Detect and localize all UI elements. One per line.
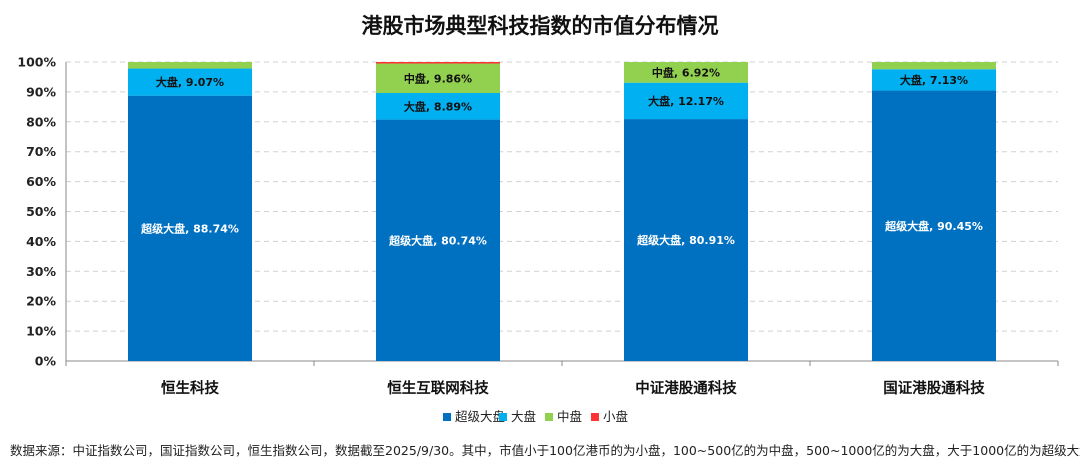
legend-label: 中盘 <box>557 409 582 424</box>
data-label: 中盘, 6.92% <box>652 65 720 79</box>
bar-segment <box>624 119 748 361</box>
bar-segment <box>376 93 500 120</box>
legend-swatch <box>591 413 599 421</box>
chart-title: 港股市场典型科技指数的市值分布情况 <box>361 14 719 38</box>
data-label: 大盘, 7.13% <box>900 73 968 87</box>
data-label: 大盘, 12.17% <box>648 94 724 108</box>
y-tick-label: 90% <box>26 84 56 99</box>
x-category-label: 中证港股通科技 <box>635 379 737 397</box>
x-category-label: 国证港股通科技 <box>883 379 985 397</box>
legend-swatch <box>443 413 451 421</box>
y-tick-label: 0% <box>35 354 57 369</box>
bar-segment <box>128 62 252 69</box>
legend-label: 超级大盘 <box>455 409 505 424</box>
y-tick-label: 30% <box>26 264 56 279</box>
bar-segment <box>872 90 996 361</box>
legend-swatch <box>499 413 507 421</box>
y-tick-label: 80% <box>26 114 56 129</box>
y-tick-label: 70% <box>26 144 56 159</box>
source-note: 数据来源：中证指数公司，国证指数公司，恒生指数公司，数据截至2025/9/30。… <box>10 443 1080 458</box>
y-tick-label: 20% <box>26 294 56 309</box>
legend-swatch <box>545 413 553 421</box>
y-tick-label: 10% <box>26 324 56 339</box>
bar-segment <box>872 69 996 91</box>
legend-label: 小盘 <box>603 409 628 424</box>
bar-segment <box>872 62 996 70</box>
data-label: 超级大盘, 80.74% <box>388 233 487 247</box>
bar-segment <box>376 119 500 361</box>
x-category-label: 恒生科技 <box>161 379 219 397</box>
y-tick-label: 50% <box>26 204 56 219</box>
bar-segment <box>376 62 500 64</box>
bar-segment <box>624 82 748 120</box>
bar-segment <box>128 95 252 362</box>
legend-label: 大盘 <box>511 409 536 424</box>
data-label: 超级大盘, 90.45% <box>884 219 983 233</box>
y-tick-label: 100% <box>17 55 56 70</box>
data-label: 大盘, 8.89% <box>404 99 472 113</box>
data-label: 超级大盘, 88.74% <box>140 221 239 235</box>
data-label: 中盘, 9.86% <box>404 71 472 85</box>
bar-segment <box>376 63 500 94</box>
bar-segment <box>624 62 748 83</box>
data-label: 大盘, 9.07% <box>156 75 224 89</box>
x-category-label: 恒生互联网科技 <box>387 379 489 397</box>
y-tick-label: 60% <box>26 174 56 189</box>
data-label: 超级大盘, 80.91% <box>636 233 735 247</box>
bar-segment <box>128 68 252 96</box>
y-tick-label: 40% <box>26 234 56 249</box>
